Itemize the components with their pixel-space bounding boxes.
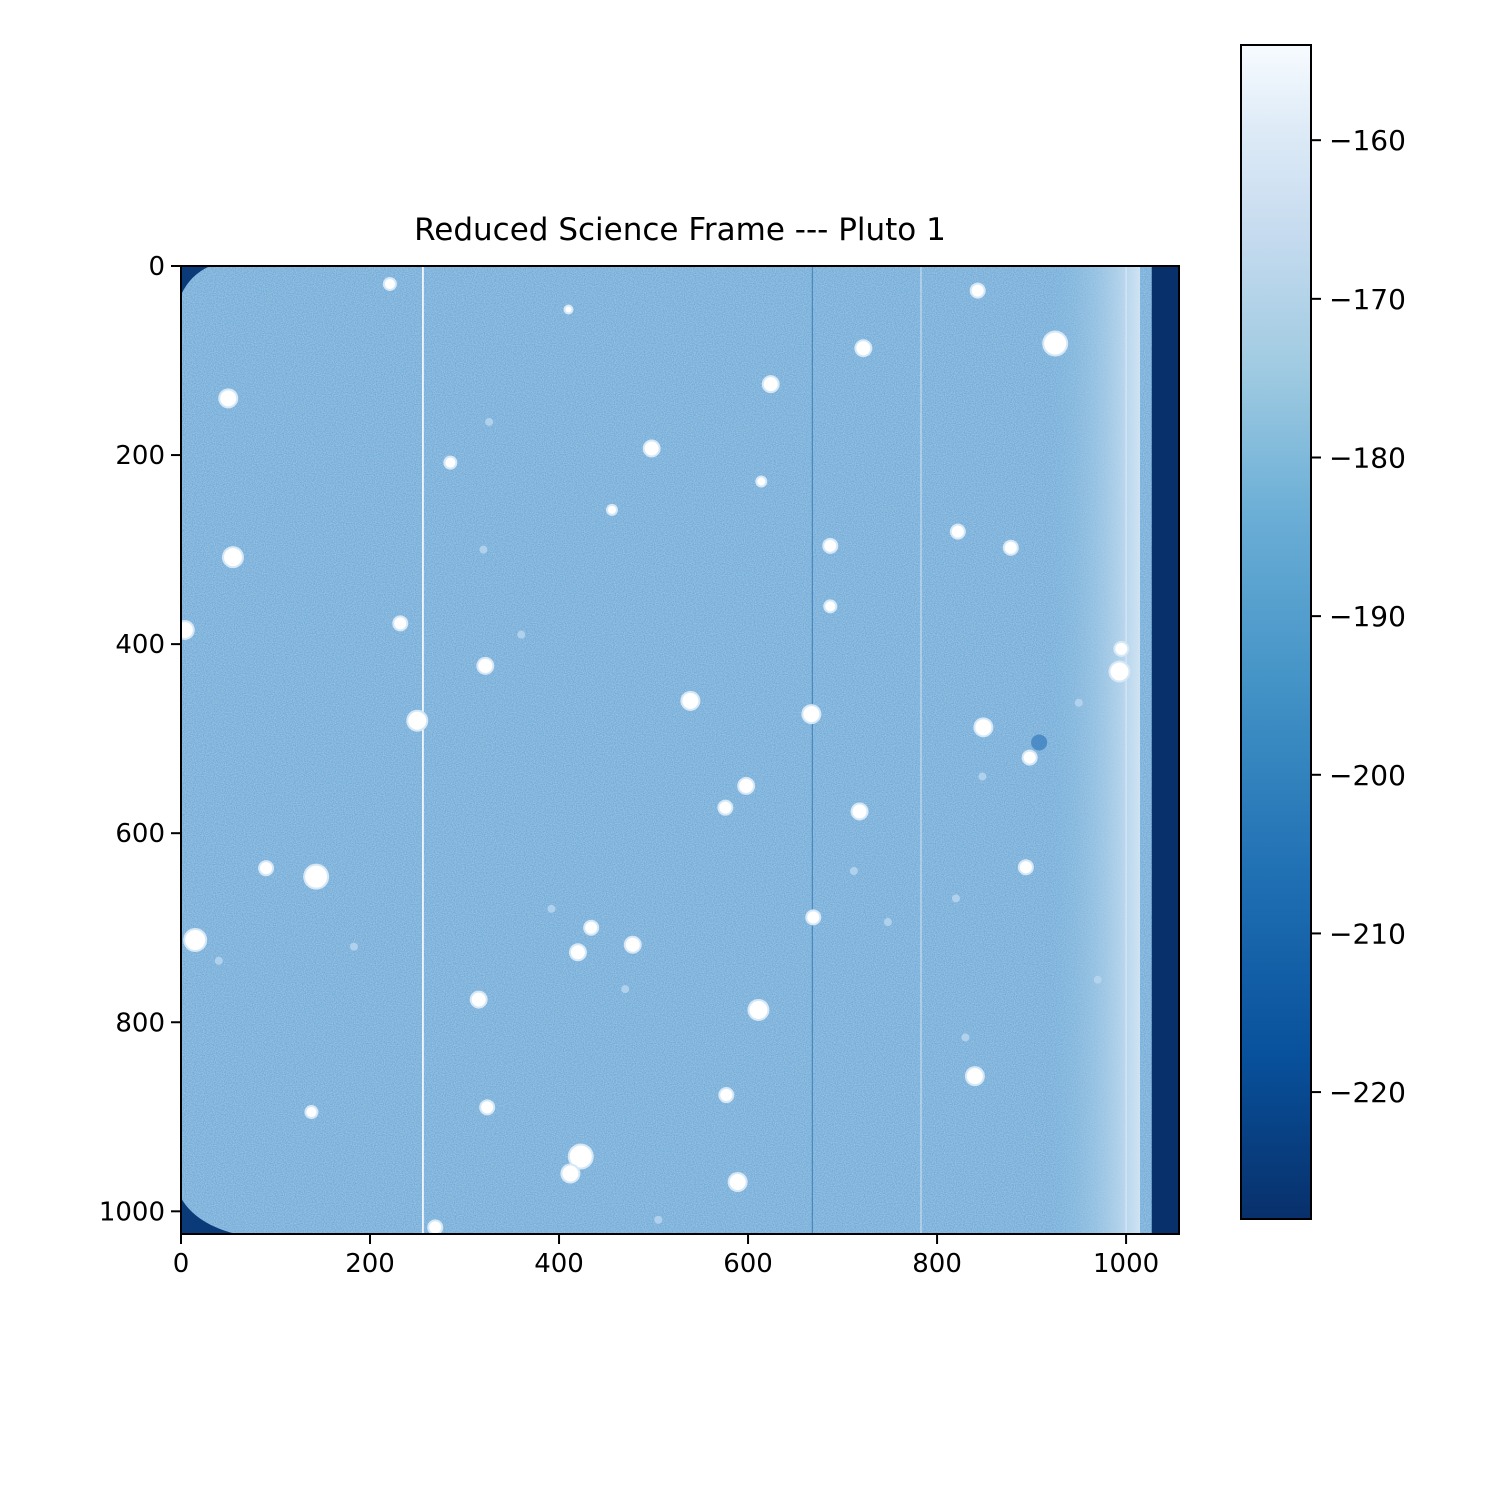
x-tick-label: 600 — [723, 1249, 773, 1279]
star — [481, 1101, 494, 1114]
y-tick-label: 200 — [115, 441, 165, 471]
star — [1110, 662, 1129, 681]
star — [181, 621, 193, 638]
faint-source — [978, 772, 987, 781]
faint-source — [1093, 975, 1102, 984]
y-tick-label: 600 — [115, 819, 165, 849]
colorbar-tick-label: −160 — [1329, 124, 1406, 157]
colorbar-tick-label: −170 — [1329, 283, 1406, 316]
star — [807, 911, 820, 924]
star — [223, 548, 242, 567]
star — [394, 617, 407, 630]
colorbar-tick-label: −210 — [1329, 917, 1406, 950]
colorbar — [1240, 44, 1312, 1220]
faint-source — [883, 918, 892, 927]
colorbar-tick-label: −180 — [1329, 441, 1406, 474]
y-axis: 0 200 400 600 800 1000 — [99, 252, 181, 1227]
star — [825, 601, 836, 612]
star — [763, 377, 778, 392]
star — [757, 477, 766, 486]
colorbar-tick-label: −220 — [1329, 1076, 1406, 1109]
star — [478, 658, 493, 673]
star — [306, 1107, 317, 1118]
faint-source — [849, 867, 858, 875]
star — [384, 278, 395, 289]
x-tick-label: 200 — [345, 1249, 395, 1279]
star — [185, 930, 206, 951]
faint-source — [485, 417, 494, 426]
faint-source — [1074, 698, 1083, 707]
faint-source — [349, 942, 358, 951]
faint-source — [654, 1215, 663, 1224]
star — [570, 945, 585, 960]
x-tick-label: 400 — [534, 1249, 584, 1279]
star — [951, 525, 964, 538]
y-tick-label: 1000 — [99, 1197, 165, 1227]
star — [966, 1068, 983, 1085]
star — [445, 457, 456, 468]
star — [803, 706, 820, 723]
star — [1004, 541, 1017, 554]
faint-source — [214, 956, 223, 965]
star — [739, 778, 754, 793]
star — [607, 505, 616, 514]
y-tick-label: 800 — [115, 1008, 165, 1038]
star — [429, 1221, 442, 1234]
faint-source — [951, 894, 960, 903]
right-edge-gradient — [1040, 266, 1140, 1234]
star — [1019, 861, 1032, 874]
star — [305, 865, 328, 888]
star — [260, 862, 273, 875]
star — [975, 719, 992, 736]
plot-frame — [180, 265, 1180, 1235]
colorbar-axis: −160 −170 −180 −190 −200 −210 −220 — [1311, 124, 1406, 1109]
vignette-top-left — [181, 266, 210, 295]
star — [729, 1174, 746, 1191]
star — [1044, 332, 1067, 355]
x-tick-label: 0 — [173, 1249, 190, 1279]
star — [749, 1000, 768, 1019]
star — [971, 284, 984, 297]
star — [720, 1089, 733, 1102]
y-tick-label: 0 — [148, 252, 165, 282]
faint-source — [517, 630, 526, 639]
vignette-bottom-left — [181, 1198, 236, 1234]
x-tick-label: 1000 — [1093, 1249, 1159, 1279]
star — [408, 711, 427, 730]
faint-source — [479, 545, 488, 554]
faint-source — [621, 985, 630, 994]
star — [565, 306, 572, 313]
star — [852, 804, 867, 819]
star — [585, 921, 598, 934]
y-tick-label: 400 — [115, 630, 165, 660]
star — [644, 441, 659, 456]
star — [562, 1165, 579, 1182]
chart-title: Reduced Science Frame --- Pluto 1 — [414, 212, 946, 248]
star — [569, 1145, 592, 1168]
faint-source — [961, 1033, 970, 1042]
faint-source — [547, 904, 556, 913]
frame-image — [181, 266, 1179, 1234]
star — [471, 992, 486, 1007]
x-axis: 0 200 400 600 800 1000 — [173, 1234, 1159, 1279]
star — [1115, 642, 1128, 655]
star — [625, 937, 640, 952]
star — [1023, 751, 1036, 764]
star — [220, 390, 237, 407]
image-noise — [181, 266, 1179, 1234]
x-tick-label: 800 — [912, 1249, 962, 1279]
colorbar-tick-label: −200 — [1329, 759, 1406, 792]
dark-spot — [1031, 734, 1048, 751]
colorbar-tick-label: −190 — [1329, 600, 1406, 633]
star — [682, 692, 699, 709]
star — [856, 341, 871, 356]
star — [719, 801, 732, 814]
overscan-region — [1151, 266, 1179, 1234]
star — [824, 539, 837, 552]
